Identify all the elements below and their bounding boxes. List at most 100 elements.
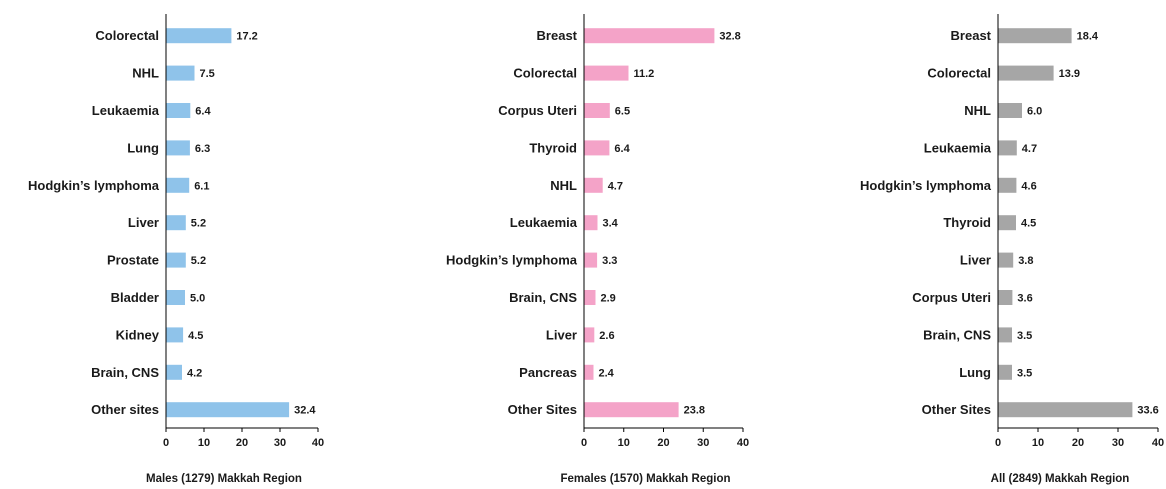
bar-females-2 [584,103,610,118]
bar-all-0 [998,28,1072,44]
category-label: Thyroid [943,215,991,230]
bar-females-3 [584,140,610,156]
value-label: 4.7 [1022,143,1037,155]
category-label: Hodgkin’s lymphoma [860,178,992,193]
category-label: Colorectal [95,28,159,43]
value-label: 4.2 [187,367,202,379]
value-label: 2.6 [599,330,614,342]
category-label: Other sites [91,402,159,417]
category-label: Corpus Uteri [912,290,991,305]
value-label: 3.5 [1017,367,1032,379]
bar-females-6 [584,252,598,268]
value-label: 2.9 [601,293,616,305]
x-tick-label: 30 [1112,437,1124,449]
category-label: Pancreas [519,365,577,380]
category-label: Leukaemia [510,215,578,230]
value-label: 4.7 [608,180,623,192]
x-tick-label: 0 [163,437,169,449]
bar-males-8 [166,327,184,343]
category-label: Hodgkin’s lymphoma [446,253,578,268]
x-tick-label: 10 [198,437,210,449]
x-tick-label: 40 [737,437,749,449]
value-label: 5.2 [191,218,206,230]
chart-title: Females (1570) Makkah Region [560,473,730,485]
bar-all-2 [998,103,1022,118]
value-label: 3.3 [602,255,617,267]
category-label: Leukaemia [92,103,160,118]
x-tick-label: 40 [312,437,324,449]
value-label: 3.8 [1018,255,1033,267]
value-label: 18.4 [1077,31,1099,43]
bar-females-0 [584,28,715,44]
bar-all-4 [998,177,1017,193]
value-label: 3.5 [1017,330,1032,342]
value-label: 3.6 [1017,293,1032,305]
bar-males-3 [166,140,190,156]
chart-title: All (2849) Makkah Region [991,473,1130,485]
bar-females-8 [584,327,595,343]
bar-males-6 [166,252,186,268]
bar-all-6 [998,252,1014,268]
chart-title: Males (1279) Makkah Region [146,473,302,485]
value-label: 5.2 [191,255,206,267]
value-label: 4.5 [1021,218,1036,230]
value-label: 6.5 [615,106,630,118]
bar-females-4 [584,177,603,193]
category-label: Prostate [107,253,159,268]
category-label: Hodgkin’s lymphoma [28,178,160,193]
value-label: 32.4 [294,405,316,417]
value-label: 6.3 [195,143,210,155]
category-label: Lung [127,140,159,155]
category-label: Other Sites [508,402,577,417]
category-label: Liver [960,253,991,268]
value-label: 17.2 [236,31,257,43]
x-tick-label: 20 [1072,437,1084,449]
category-label: Brain, CNS [509,290,577,305]
category-label: Colorectal [513,66,577,81]
bar-females-7 [584,290,596,305]
category-label: Breast [537,28,578,43]
chart-males: Colorectal 17.2 NHL 7.5 Leukaemia 6.4 Lung 6.3 H… [28,14,324,485]
bar-males-7 [166,290,185,305]
value-label: 6.1 [194,180,209,192]
x-tick-label: 20 [657,437,669,449]
chart-all: Breast 18.4 Colorectal 13.9 NHL 6.0 Leukaemia 4… [860,14,1164,485]
category-label: Corpus Uteri [498,103,577,118]
value-label: 6.4 [195,106,211,118]
value-label: 3.4 [603,218,619,230]
bar-all-10 [998,402,1133,418]
bar-males-10 [166,402,290,418]
value-label: 5.0 [190,293,205,305]
chart-females: Breast 32.8 Colorectal 11.2 Corpus Uteri 6.5 T… [446,14,749,485]
value-label: 23.8 [684,405,705,417]
category-label: Other Sites [922,402,991,417]
x-tick-label: 40 [1152,437,1164,449]
value-label: 4.5 [188,330,203,342]
bar-females-5 [584,215,598,231]
bar-all-7 [998,290,1013,305]
category-label: Breast [951,28,992,43]
x-tick-label: 20 [236,437,248,449]
value-label: 2.4 [599,367,615,379]
bar-males-2 [166,103,191,118]
bar-males-1 [166,65,195,81]
value-label: 6.4 [614,143,630,155]
category-label: Brain, CNS [91,365,159,380]
value-label: 6.0 [1027,106,1042,118]
x-tick-label: 10 [1032,437,1044,449]
bar-all-3 [998,140,1017,156]
category-label: Kidney [116,327,160,342]
bar-males-9 [166,364,182,380]
bar-females-10 [584,402,679,418]
bar-males-5 [166,215,186,231]
x-tick-label: 30 [274,437,286,449]
value-label: 7.5 [200,68,215,80]
bar-all-9 [998,364,1012,380]
value-label: 33.6 [1137,405,1158,417]
category-label: Leukaemia [924,140,992,155]
x-tick-label: 0 [581,437,587,449]
bar-males-4 [166,177,190,193]
x-tick-label: 30 [697,437,709,449]
bar-all-8 [998,327,1012,343]
